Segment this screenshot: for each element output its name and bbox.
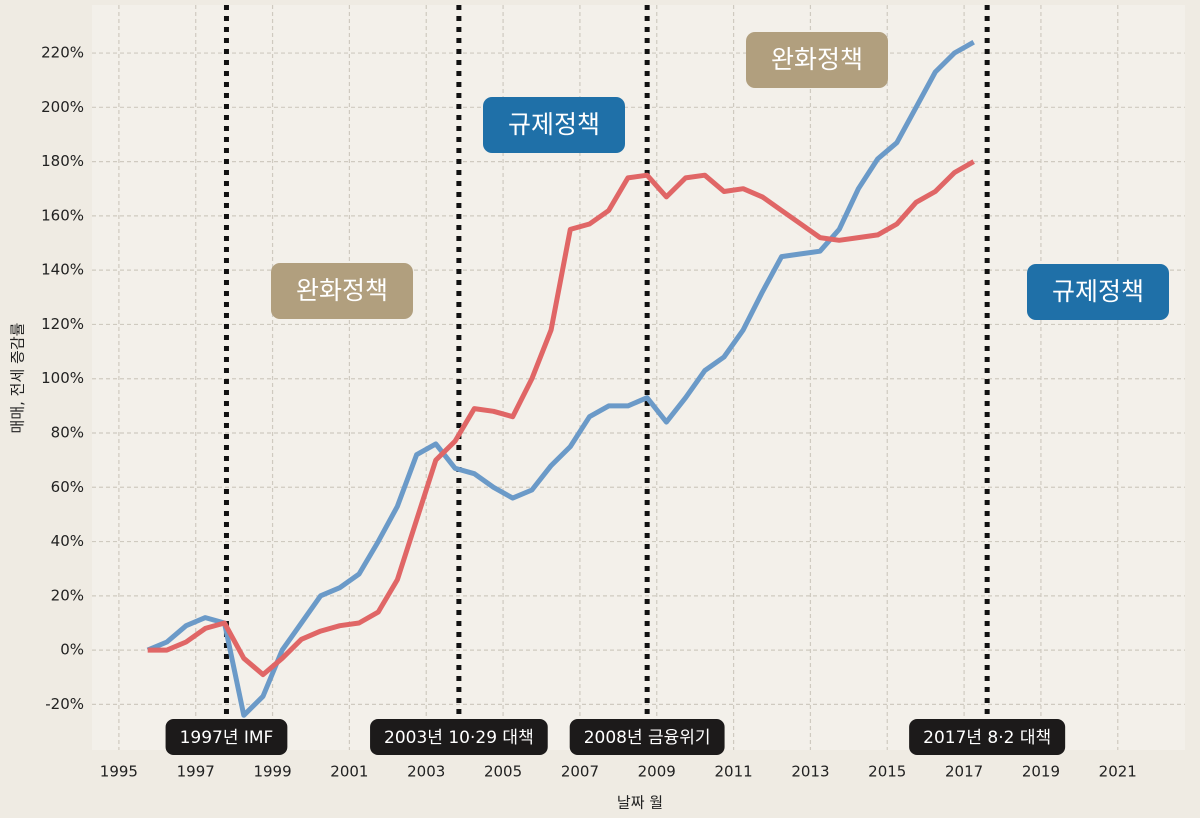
event-label-box: [165, 719, 288, 755]
y-axis-label: 매매, 전세 증감률: [9, 322, 27, 433]
event-label: 1997년 IMF: [180, 728, 274, 748]
y-tick-label: 220%: [41, 44, 84, 62]
x-tick-label: 2013: [791, 763, 829, 781]
y-tick-label: 100%: [41, 369, 84, 387]
y-tick-label: 160%: [41, 206, 84, 224]
policy-box: [483, 97, 625, 153]
x-tick-label: 2009: [638, 763, 676, 781]
x-tick-label: 2007: [561, 763, 599, 781]
policy-box: [746, 32, 888, 88]
policy-box: [271, 263, 413, 319]
plot-area: [92, 5, 1185, 750]
policy-label: 완화정책: [771, 45, 863, 74]
x-tick-label: 2011: [714, 763, 752, 781]
policy-box: [1027, 264, 1169, 320]
y-tick-label: 0%: [60, 641, 84, 659]
x-tick-label: 2003: [407, 763, 445, 781]
event-label: 2008년 금융위기: [584, 728, 711, 748]
y-tick-label: 140%: [41, 261, 84, 279]
y-tick-label: 120%: [41, 315, 84, 333]
y-tick-label: 180%: [41, 152, 84, 170]
y-tick-label: 40%: [51, 532, 84, 550]
x-tick-label: 2017: [945, 763, 983, 781]
x-tick-label: 1999: [253, 763, 291, 781]
x-axis-label: 날짜 월: [617, 794, 663, 812]
x-tick-label: 2001: [330, 763, 368, 781]
event-label-box: [909, 719, 1066, 755]
series-line: [147, 159, 975, 678]
event-label-box: [370, 719, 548, 755]
x-tick-label: 2019: [1022, 763, 1060, 781]
y-tick-label: 80%: [51, 424, 84, 442]
y-tick-label: 200%: [41, 98, 84, 116]
y-tick-label: -20%: [45, 695, 84, 713]
policy-label: 규제정책: [508, 110, 600, 139]
policy-label: 규제정책: [1052, 277, 1144, 306]
x-tick-label: 2021: [1099, 763, 1137, 781]
x-tick-label: 1995: [100, 763, 138, 781]
policy-label: 완화정책: [296, 276, 388, 305]
x-tick-label: 2015: [868, 763, 906, 781]
event-label-box: [569, 719, 725, 755]
series-line: [146, 40, 975, 718]
y-tick-label: 60%: [51, 478, 84, 496]
y-tick-label: 20%: [51, 586, 84, 604]
event-label: 2003년 10·29 대책: [384, 728, 534, 748]
event-label: 2017년 8·2 대책: [923, 728, 1051, 748]
x-tick-label: 1997: [177, 763, 215, 781]
x-tick-label: 2005: [484, 763, 522, 781]
